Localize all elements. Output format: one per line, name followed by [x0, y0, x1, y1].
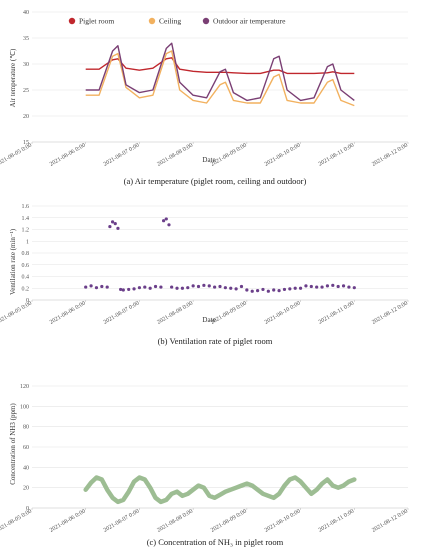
ventilation-point-5 — [108, 224, 112, 229]
ventilation-point-38 — [261, 287, 265, 292]
ventilation-point-40 — [272, 288, 276, 292]
ventilation-point-55 — [352, 286, 356, 290]
p1-ytick-label-7: 1.4 — [22, 216, 30, 222]
series-line-outdoor-air-temperature — [85, 42, 355, 102]
p1-ytick-label-1: 0.2 — [22, 286, 30, 292]
ventilation-point-36 — [250, 289, 254, 293]
temperature-ylabel: Air temperature (℃) — [9, 48, 17, 107]
ventilation-point-22 — [175, 286, 179, 290]
ventilation-point-48 — [315, 285, 319, 289]
p1-ytick-label-4: 0.8 — [22, 251, 30, 257]
ventilation-point-50 — [325, 284, 330, 288]
p1-ytick-label-8: 1.6 — [22, 204, 30, 210]
ventilation-caption: (b) Ventilation rate of piglet room — [158, 336, 273, 346]
temperature-caption: (a) Air temperature (piglet room, ceilin… — [124, 176, 307, 186]
ventilation-point-10 — [121, 288, 125, 292]
ventilation-point-16 — [153, 284, 158, 289]
ventilation-point-11 — [127, 287, 131, 292]
series-line-ceiling — [85, 50, 355, 107]
ventilation-point-31 — [223, 286, 227, 290]
ventilation-point-45 — [298, 286, 303, 290]
ventilation-point-3 — [100, 284, 104, 289]
p0-ytick-label-4: 35 — [23, 36, 29, 42]
p2-ytick-label-5: 100 — [20, 404, 29, 410]
ventilation-point-17 — [159, 285, 163, 289]
ventilation-point-35 — [245, 288, 249, 292]
ventilation-point-29 — [213, 285, 217, 289]
p2-ytick-label-4: 80 — [23, 425, 29, 431]
ventilation-point-53 — [341, 284, 346, 288]
ventilation-point-27 — [202, 283, 206, 287]
ventilation-point-26 — [196, 284, 201, 289]
ventilation-point-33 — [234, 287, 238, 291]
ventilation-point-8 — [116, 226, 120, 230]
p2-ytick-label-3: 60 — [23, 445, 29, 451]
ventilation-point-15 — [148, 286, 152, 290]
ventilation-point-6 — [110, 220, 115, 224]
ventilation-point-0 — [84, 285, 88, 289]
ventilation-point-32 — [229, 286, 233, 290]
ventilation-point-30 — [218, 284, 222, 289]
ammonia-ylabel: Concentration of NH3 (ppm) — [9, 403, 17, 485]
ventilation-point-46 — [304, 284, 308, 288]
p1-ytick-label-6: 1.2 — [22, 228, 30, 234]
ventilation-point-13 — [137, 286, 142, 290]
ventilation-point-47 — [309, 284, 313, 289]
ventilation-point-2 — [94, 286, 99, 290]
p1-ytick-label-2: 0.4 — [22, 275, 30, 281]
ventilation-point-9 — [119, 287, 123, 292]
ventilation-point-43 — [288, 287, 292, 291]
ventilation-point-20 — [167, 223, 171, 227]
temperature-legend: Piglet room Ceiling Outdoor air temperat… — [68, 17, 286, 26]
ventilation-point-14 — [143, 285, 147, 289]
p1-ytick-label-3: 0.6 — [22, 263, 30, 269]
ventilation-ylabel: Ventilation rate (min⁻¹) — [9, 228, 17, 295]
ventilation-point-41 — [277, 289, 281, 293]
ventilation-point-28 — [207, 284, 211, 288]
legend-label-outdoor: Outdoor air temperature — [213, 17, 286, 26]
p1-ytick-label-0: 0 — [26, 298, 29, 304]
ventilation-point-34 — [239, 284, 244, 289]
ventilation-point-23 — [180, 286, 184, 290]
legend-marker-outdoor — [202, 17, 210, 25]
ventilation-point-19 — [164, 217, 168, 221]
ammonia-concentration-band — [83, 475, 357, 505]
p0-ytick-label-5: 40 — [23, 10, 29, 16]
ventilation-point-21 — [170, 285, 174, 289]
ventilation-point-37 — [256, 289, 260, 293]
p0-ytick-label-3: 30 — [23, 62, 29, 68]
ventilation-point-18 — [162, 219, 166, 223]
p0-ytick-label-0: 15 — [23, 140, 29, 146]
ventilation-point-7 — [113, 222, 117, 226]
ventilation-point-54 — [347, 285, 351, 289]
ventilation-point-42 — [282, 287, 287, 292]
ventilation-point-24 — [186, 286, 190, 290]
ventilation-point-52 — [336, 284, 340, 289]
legend-marker-ceiling — [148, 17, 156, 25]
ventilation-point-49 — [320, 285, 324, 289]
p2-ytick-label-6: 120 — [20, 384, 29, 390]
p1-ytick-label-5: 1 — [26, 239, 29, 245]
ventilation-point-4 — [105, 285, 109, 289]
p0-ytick-label-2: 25 — [23, 88, 29, 94]
ventilation-point-25 — [191, 284, 195, 288]
p2-ytick-label-2: 40 — [23, 465, 29, 471]
ventilation-point-44 — [293, 286, 297, 290]
legend-marker-piglet-room — [68, 17, 76, 25]
ventilation-point-1 — [89, 284, 93, 288]
temperature-xlabel: Date — [202, 156, 215, 164]
ammonia-caption: (c) Concentration of NH₃ in piglet room — [147, 537, 284, 547]
p2-ytick-label-0: 0 — [26, 506, 29, 512]
p0-ytick-label-1: 20 — [23, 114, 29, 120]
p2-ytick-label-1: 20 — [23, 486, 29, 492]
ventilation-point-51 — [331, 283, 335, 287]
ventilation-point-39 — [266, 289, 270, 293]
legend-label-ceiling: Ceiling — [159, 17, 181, 26]
series-line-piglet-room — [85, 57, 355, 75]
legend-label-piglet-room: Piglet room — [79, 17, 114, 26]
ventilation-point-12 — [132, 287, 136, 291]
ventilation-xlabel: Date — [202, 316, 215, 324]
